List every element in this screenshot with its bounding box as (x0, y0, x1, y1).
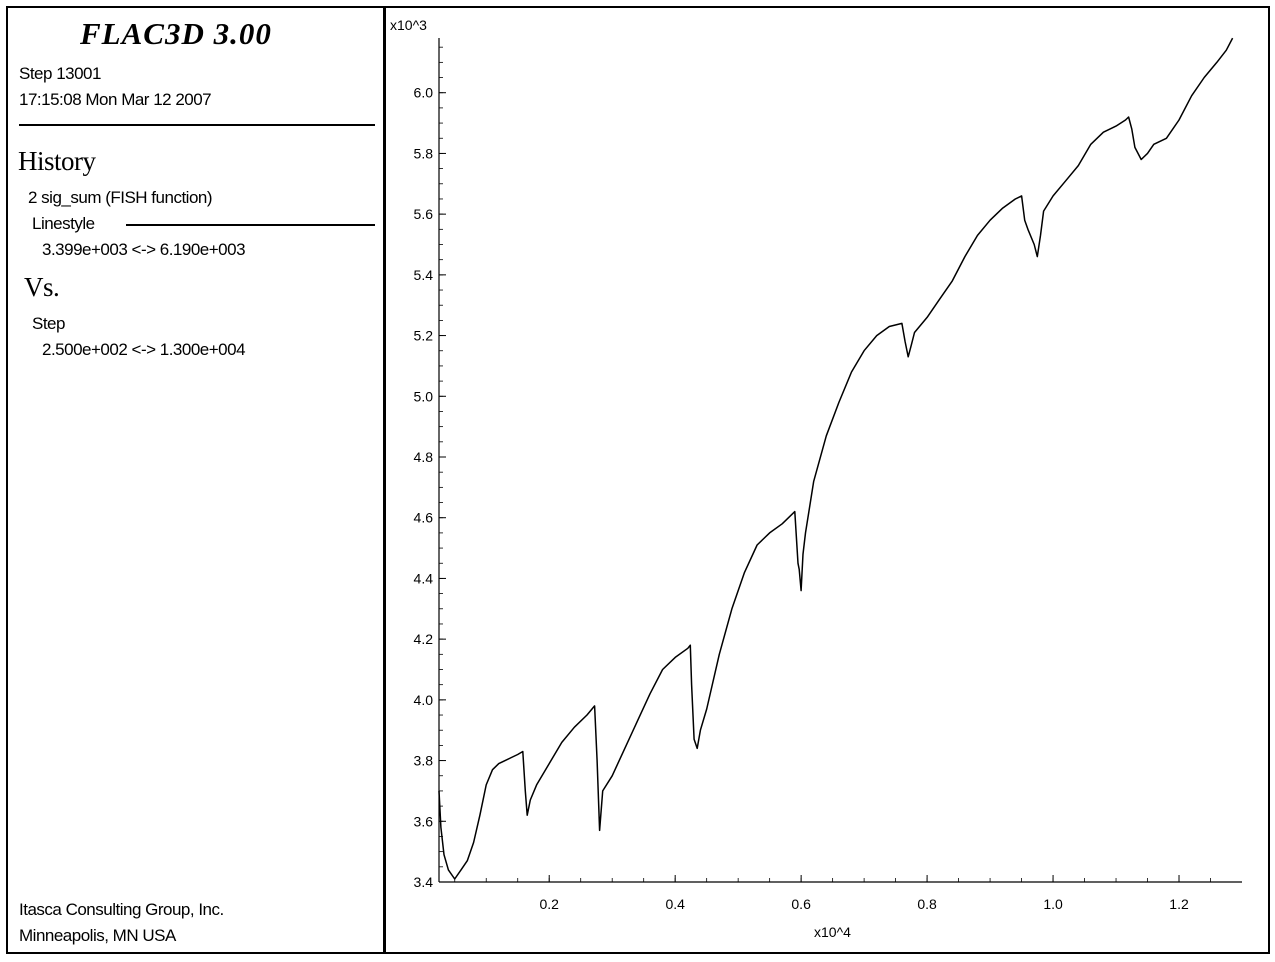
location-label: Minneapolis, MN USA (19, 926, 176, 945)
history-heading: History (18, 146, 96, 176)
vs-item: Step (32, 314, 65, 333)
x-tick-label: 0.2 (539, 896, 559, 912)
y-tick-label: 4.6 (414, 510, 434, 526)
y-tick-label: 3.8 (414, 753, 434, 769)
company-label: Itasca Consulting Group, Inc. (19, 900, 224, 919)
x-tick-label: 1.0 (1043, 896, 1063, 912)
x-multiplier-label: x10^4 (814, 924, 851, 940)
y-tick-label: 6.0 (414, 85, 434, 101)
history-item: 2 sig_sum (FISH function) (28, 188, 213, 207)
y-tick-label: 5.2 (414, 328, 434, 344)
header-rule (19, 124, 375, 126)
app-title: FLAC3D 3.00 (80, 16, 272, 51)
history-range: 3.399e+003 <-> 6.190e+003 (42, 240, 246, 259)
linestyle-label: Linestyle (32, 214, 95, 233)
linestyle-sample (126, 224, 375, 226)
y-tick-label: 5.8 (414, 145, 434, 161)
y-tick-label: 5.4 (414, 267, 434, 283)
timestamp-label: 17:15:08 Mon Mar 12 2007 (19, 90, 212, 109)
y-ticks: 3.4 3.6 3.8 4.0 4.2 4.4 4.6 4.8 5.0 5.2 5.4 5.6 5.8 6… (414, 46, 446, 890)
x-ticks: 0.2 0.4 0.6 0.8 1.0 1.2 (454, 875, 1211, 912)
y-tick-label: 4.4 (414, 570, 434, 586)
vs-heading: Vs. (24, 272, 60, 302)
series-line (438, 37, 1234, 880)
x-tick-label: 1.2 (1169, 896, 1189, 912)
y-tick-label: 5.0 (414, 388, 434, 404)
y-tick-label: 5.6 (414, 206, 434, 222)
y-multiplier-label: x10^3 (390, 17, 427, 33)
y-tick-label: 4.8 (414, 449, 434, 465)
plot-frame (6, 6, 1270, 954)
y-tick-label: 3.4 (414, 874, 434, 890)
panel-divider (383, 6, 386, 954)
x-tick-label: 0.6 (791, 896, 811, 912)
step-label: Step 13001 (19, 64, 101, 83)
legend-panel: FLAC3D 3.00 Step 13001 17:15:08 Mon Mar … (8, 8, 383, 952)
y-tick-label: 4.0 (414, 692, 434, 708)
y-tick-label: 3.6 (414, 813, 434, 829)
y-tick-label: 4.2 (414, 631, 434, 647)
x-tick-label: 0.4 (665, 896, 685, 912)
history-chart: x10^3 x10^4 3.4 3.6 3.8 4.0 4.2 4.4 4.6 4.8 5.0 5… (390, 17, 1242, 940)
x-tick-label: 0.8 (917, 896, 937, 912)
vs-range: 2.500e+002 <-> 1.300e+004 (42, 340, 246, 359)
